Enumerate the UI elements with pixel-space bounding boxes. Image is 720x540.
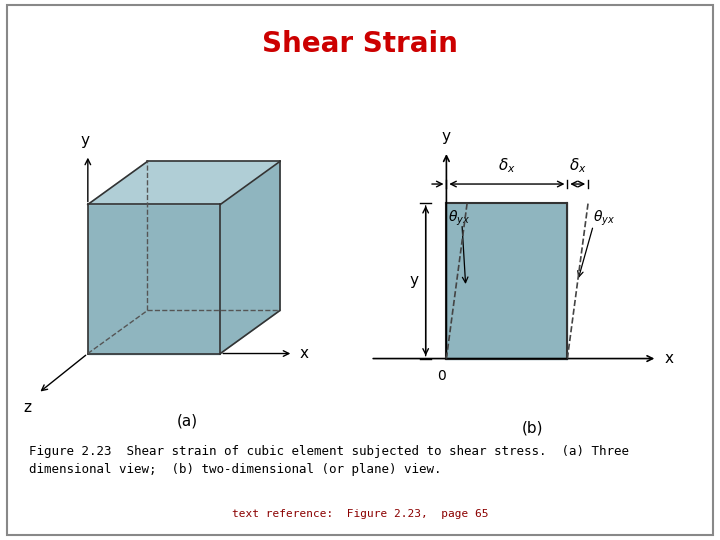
Text: z: z	[24, 400, 32, 415]
Text: Shear Strain: Shear Strain	[262, 30, 458, 58]
Polygon shape	[220, 161, 280, 354]
Text: x: x	[664, 351, 673, 366]
Text: Figure 2.23  Shear strain of cubic element subjected to shear stress.  (a) Three: Figure 2.23 Shear strain of cubic elemen…	[29, 446, 629, 476]
Polygon shape	[88, 161, 280, 205]
Text: text reference:  Figure 2.23,  page 65: text reference: Figure 2.23, page 65	[232, 509, 488, 519]
Text: y: y	[409, 273, 418, 288]
Text: x: x	[300, 346, 309, 361]
Text: y: y	[442, 129, 451, 144]
Text: $\theta_{yx}$: $\theta_{yx}$	[448, 209, 470, 228]
Text: (b): (b)	[522, 421, 544, 436]
Text: y: y	[80, 133, 89, 148]
Text: $\delta_x$: $\delta_x$	[569, 157, 587, 176]
Polygon shape	[88, 205, 220, 354]
Text: (a): (a)	[176, 413, 198, 428]
Text: 0: 0	[437, 369, 446, 383]
Text: $\delta_x$: $\delta_x$	[498, 157, 516, 176]
Text: $\theta_{yx}$: $\theta_{yx}$	[593, 209, 616, 228]
Polygon shape	[446, 203, 567, 359]
